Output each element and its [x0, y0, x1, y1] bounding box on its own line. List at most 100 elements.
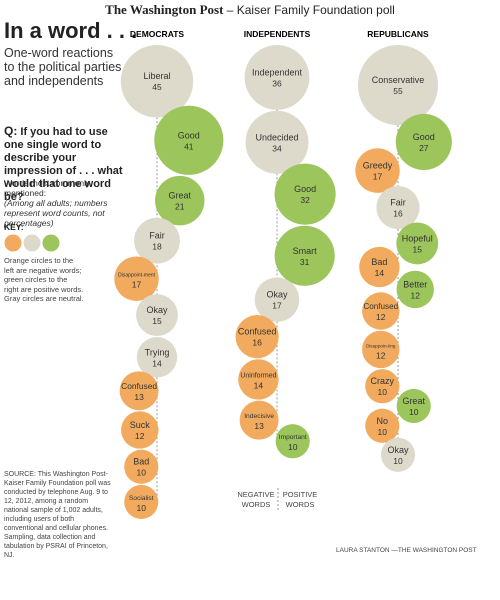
word-label: Confused [363, 302, 398, 311]
word-count: 17 [272, 301, 282, 311]
word-bubble [244, 45, 310, 110]
word-count: 10 [288, 442, 298, 452]
word-bubble [274, 225, 335, 286]
key-circle [4, 234, 22, 252]
word-bubble [239, 400, 279, 440]
word-count: 10 [137, 468, 147, 478]
word-bubble [136, 337, 178, 378]
title: In a word . . . [4, 18, 138, 43]
word-label: Good [178, 130, 200, 140]
word-bubble [275, 424, 310, 459]
word-label: Confused [121, 381, 157, 391]
word-count: 27 [419, 143, 429, 153]
word-bubble [395, 113, 452, 170]
words-heading-block: Words most commonly mentioned: (Among all… [4, 178, 122, 228]
word-label: Okay [387, 445, 409, 455]
word-label: Conservative [372, 75, 425, 85]
word-label: Uninformed [240, 372, 276, 379]
word-label: Better [403, 279, 427, 289]
column-title: INDEPENDENTS [244, 29, 311, 39]
word-count: 17 [373, 172, 383, 182]
word-label: Smart [293, 246, 318, 256]
column-title: REPUBLICANS [367, 29, 429, 39]
word-label: Disappoin-ting [366, 343, 396, 348]
word-label: Good [294, 184, 316, 194]
word-bubble [380, 437, 416, 472]
word-count: 10 [393, 456, 403, 466]
word-count: 10 [137, 503, 147, 513]
word-label: Disappoint-ment [118, 273, 156, 279]
word-bubble [357, 45, 439, 126]
word-count: 12 [135, 431, 145, 441]
word-bubble [362, 292, 400, 330]
paper-name: The Washington Post [105, 2, 224, 17]
word-label: Indecisive [244, 413, 274, 420]
question: Q: If you had to use one single word to … [4, 125, 126, 204]
key-circle [23, 234, 41, 252]
word-count: 12 [376, 350, 386, 360]
masthead: The Washington Post – Kaiser Family Foun… [0, 2, 500, 18]
word-label: Greedy [363, 161, 393, 171]
source: SOURCE: This Washington Post-Kaiser Fami… [4, 471, 111, 559]
positive-label: POSITIVE WORDS [283, 490, 318, 509]
word-bubble [235, 315, 279, 359]
word-bubble [376, 185, 420, 230]
credit: LAURA STANTON —THE WASHINGTON POST [336, 547, 477, 554]
word-bubble [396, 222, 439, 265]
word-bubble [238, 359, 279, 400]
word-bubble [124, 484, 159, 519]
words-heading: Words most commonly mentioned: [4, 178, 91, 198]
word-bubble [396, 388, 431, 424]
word-bubble [355, 148, 400, 193]
poll-name: – Kaiser Family Foundation poll [226, 3, 395, 17]
word-bubble [124, 449, 159, 484]
word-label: Independent [252, 67, 303, 77]
word-label: Bad [133, 457, 149, 467]
word-label: Confused [238, 327, 277, 337]
word-label: Undecided [255, 132, 298, 142]
word-label: Great [169, 191, 192, 201]
word-count: 16 [252, 338, 262, 348]
key-circle [42, 234, 60, 252]
negative-label: NEGATIVE WORDS [237, 490, 274, 509]
word-label: Great [402, 396, 425, 406]
word-count: 12 [376, 312, 386, 322]
word-count: 10 [378, 387, 388, 397]
word-bubble [114, 256, 159, 301]
word-count: 55 [393, 86, 403, 96]
word-label: Fair [390, 198, 406, 208]
word-count: 36 [272, 78, 282, 88]
word-count: 15 [152, 316, 162, 326]
word-label: Fair [149, 231, 165, 241]
word-count: 21 [175, 202, 185, 212]
word-count: 32 [300, 195, 310, 205]
word-bubble [365, 369, 400, 404]
column-title: DEMOCRATS [130, 29, 184, 39]
word-bubble [121, 411, 159, 449]
word-bubble [365, 408, 400, 443]
word-count: 18 [152, 242, 162, 252]
key-text: Orange circles to the left are negative … [4, 256, 84, 303]
word-bubble [155, 175, 205, 226]
word-label: Okay [266, 290, 288, 300]
word-count: 13 [134, 392, 144, 402]
word-bubble [274, 163, 336, 225]
word-bubble [119, 371, 159, 411]
word-count: 10 [378, 427, 388, 437]
word-label: Okay [146, 305, 168, 315]
word-bubble [254, 277, 300, 322]
note: (Among all adults; numbers represent wor… [4, 198, 108, 228]
word-label: Hopeful [402, 233, 433, 243]
word-label: Bad [371, 257, 387, 267]
word-count: 15 [413, 244, 423, 254]
word-bubble [136, 294, 178, 337]
word-count: 12 [410, 290, 420, 300]
word-count: 14 [152, 358, 162, 368]
word-label: No [377, 416, 389, 426]
word-label: Good [413, 132, 435, 142]
word-count: 31 [300, 257, 310, 267]
word-count: 10 [409, 407, 419, 417]
word-count: 17 [132, 280, 142, 290]
